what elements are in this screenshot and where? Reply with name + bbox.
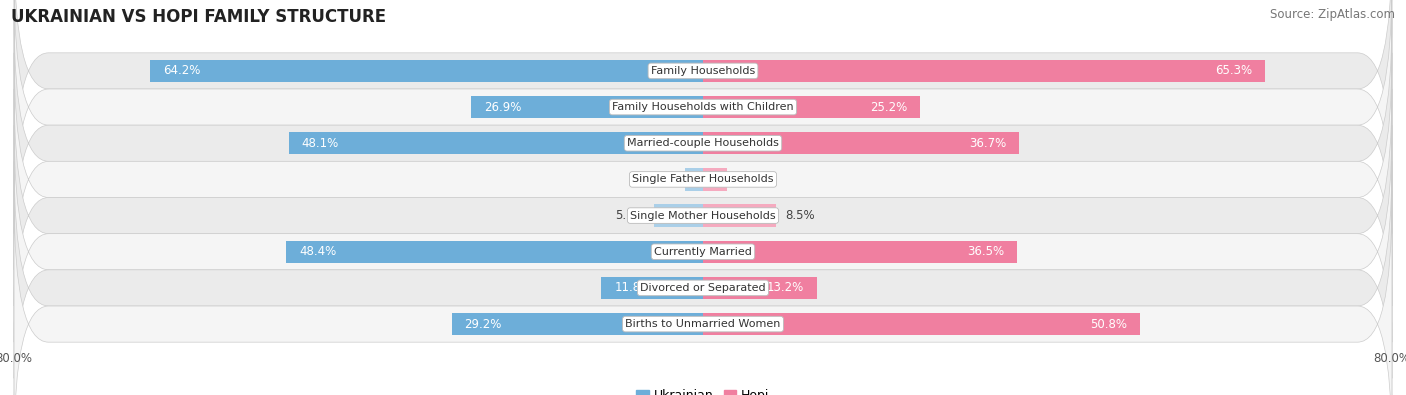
FancyBboxPatch shape <box>14 125 1392 378</box>
Text: Births to Unmarried Women: Births to Unmarried Women <box>626 319 780 329</box>
Text: 11.8%: 11.8% <box>614 281 651 294</box>
Text: 48.4%: 48.4% <box>299 245 336 258</box>
Bar <box>685 168 703 191</box>
Text: 5.7%: 5.7% <box>616 209 645 222</box>
Text: 48.1%: 48.1% <box>302 137 339 150</box>
Text: Divorced or Separated: Divorced or Separated <box>640 283 766 293</box>
Bar <box>703 313 1140 335</box>
FancyBboxPatch shape <box>14 17 1392 270</box>
Bar <box>150 60 703 82</box>
Text: 8.5%: 8.5% <box>785 209 814 222</box>
Text: Family Households with Children: Family Households with Children <box>612 102 794 112</box>
Text: Single Father Households: Single Father Households <box>633 175 773 184</box>
Bar <box>703 277 817 299</box>
Text: 13.2%: 13.2% <box>766 281 804 294</box>
Text: Family Households: Family Households <box>651 66 755 76</box>
Bar <box>703 60 1265 82</box>
Text: Currently Married: Currently Married <box>654 247 752 257</box>
Text: 64.2%: 64.2% <box>163 64 201 77</box>
FancyBboxPatch shape <box>14 89 1392 342</box>
Bar <box>703 241 1018 263</box>
FancyBboxPatch shape <box>14 0 1392 234</box>
Bar <box>602 277 703 299</box>
FancyBboxPatch shape <box>14 0 1392 198</box>
Legend: Ukrainian, Hopi: Ukrainian, Hopi <box>631 384 775 395</box>
Text: Married-couple Households: Married-couple Households <box>627 138 779 148</box>
Text: 36.5%: 36.5% <box>967 245 1004 258</box>
Text: 25.2%: 25.2% <box>870 101 907 114</box>
Text: 29.2%: 29.2% <box>464 318 502 331</box>
Text: 36.7%: 36.7% <box>969 137 1007 150</box>
Bar <box>703 204 776 227</box>
Bar <box>703 168 727 191</box>
Text: Single Mother Households: Single Mother Households <box>630 211 776 220</box>
FancyBboxPatch shape <box>14 161 1392 395</box>
Bar <box>471 96 703 118</box>
Bar <box>703 132 1019 154</box>
FancyBboxPatch shape <box>14 53 1392 306</box>
Text: 65.3%: 65.3% <box>1215 64 1253 77</box>
Text: 50.8%: 50.8% <box>1091 318 1128 331</box>
Text: 26.9%: 26.9% <box>484 101 522 114</box>
Bar <box>288 132 703 154</box>
Text: UKRAINIAN VS HOPI FAMILY STRUCTURE: UKRAINIAN VS HOPI FAMILY STRUCTURE <box>11 8 387 26</box>
FancyBboxPatch shape <box>14 198 1392 395</box>
Bar <box>703 96 920 118</box>
Bar <box>451 313 703 335</box>
Text: Source: ZipAtlas.com: Source: ZipAtlas.com <box>1270 8 1395 21</box>
Bar <box>287 241 703 263</box>
Text: 2.8%: 2.8% <box>735 173 765 186</box>
Bar <box>654 204 703 227</box>
Text: 2.1%: 2.1% <box>647 173 676 186</box>
